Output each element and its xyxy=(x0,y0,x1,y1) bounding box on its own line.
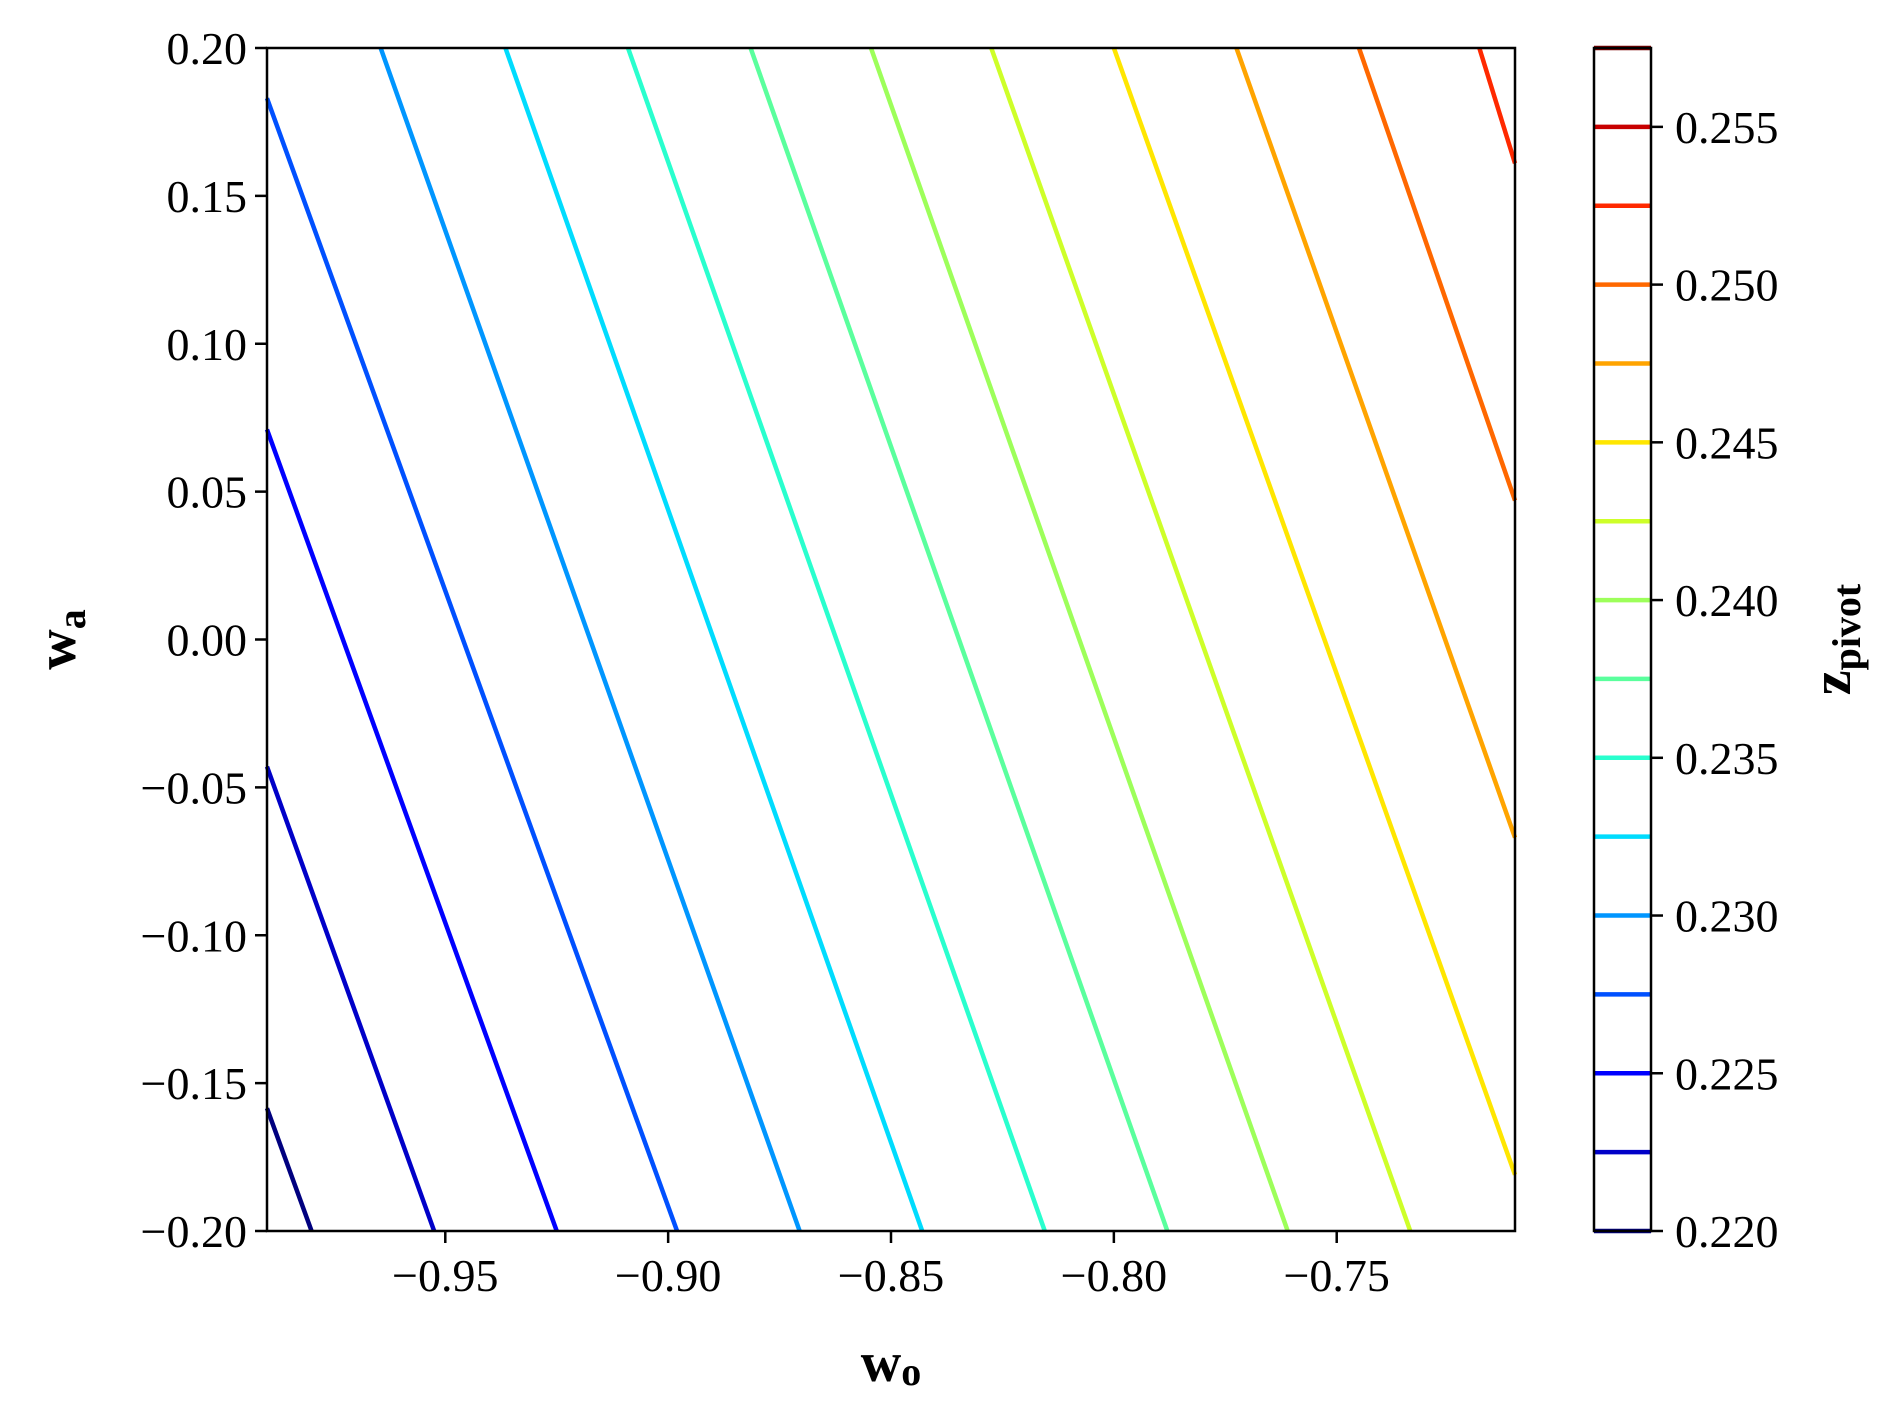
contour-lines xyxy=(264,47,1518,1232)
contour-line-13 xyxy=(1477,47,1518,165)
colorbar-tick-label: 0.245 xyxy=(1675,417,1779,468)
y-tick-label: 0.15 xyxy=(167,171,248,222)
contour-line-5 xyxy=(503,47,925,1232)
colorbar: 0.255 0.250 0.245 0.240 0.235 0.230 0.225 0.220 xyxy=(1592,45,1779,1257)
x-tick-label: −0.90 xyxy=(615,1250,721,1301)
x-axis-title-sub: o xyxy=(901,1349,921,1394)
colorbar-tick-label: 0.230 xyxy=(1675,891,1779,942)
colorbar-title-sub: pivot xyxy=(1824,583,1869,670)
colorbar-frame xyxy=(1592,46,1653,1233)
colorbar-tick-label: 0.225 xyxy=(1675,1048,1779,1099)
colorbar-level-lines xyxy=(1594,45,1651,1234)
colorbar-tick-label: 0.220 xyxy=(1675,1206,1779,1257)
contour-line-8 xyxy=(868,47,1290,1232)
contour-line-7 xyxy=(748,47,1170,1232)
x-tick-label: −0.95 xyxy=(392,1250,498,1301)
contour-line-4 xyxy=(378,47,802,1232)
x-tick-label: −0.80 xyxy=(1061,1250,1167,1301)
x-axis-ticks: −0.95 −0.90 −0.85 −0.80 −0.75 xyxy=(392,1231,1390,1301)
contour-line-12 xyxy=(1356,47,1518,502)
y-tick-label: 0.00 xyxy=(167,615,248,666)
contour-line-9 xyxy=(989,47,1413,1232)
contour-line-3 xyxy=(264,97,680,1232)
x-axis-title-main: w xyxy=(861,1332,902,1394)
plot-frame xyxy=(265,46,1517,1233)
contour-line-0 xyxy=(264,1107,314,1232)
colorbar-tick-label: 0.255 xyxy=(1675,102,1779,153)
contour-line-10 xyxy=(1111,47,1518,1176)
x-tick-label: −0.75 xyxy=(1283,1250,1389,1301)
contour-line-1 xyxy=(264,765,437,1232)
colorbar-tick-label: 0.250 xyxy=(1675,260,1779,311)
colorbar-title-main: z xyxy=(1801,670,1863,695)
y-tick-label: −0.10 xyxy=(141,910,247,961)
y-axis-ticks: 0.20 0.15 0.10 0.05 0.00 −0.05 −0.10 −0.15 −0.20 xyxy=(141,23,267,1257)
colorbar-ticks: 0.255 0.250 0.245 0.240 0.235 0.230 0.225 0.220 xyxy=(1651,102,1779,1257)
colorbar-tick-label: 0.240 xyxy=(1675,575,1779,626)
y-tick-label: 0.10 xyxy=(167,319,248,370)
contour-line-11 xyxy=(1234,47,1518,839)
x-tick-label: −0.85 xyxy=(838,1250,944,1301)
colorbar-title: zpivot xyxy=(1801,583,1869,695)
contour-line-6 xyxy=(625,47,1047,1232)
x-axis-title: wo xyxy=(861,1332,921,1394)
y-tick-label: −0.20 xyxy=(141,1206,247,1257)
contour-line-2 xyxy=(264,428,559,1232)
y-axis-title-sub: a xyxy=(49,609,94,629)
y-tick-label: 0.05 xyxy=(167,467,248,518)
y-tick-label: −0.15 xyxy=(141,1058,247,1109)
y-tick-label: −0.05 xyxy=(141,762,247,813)
y-tick-label: 0.20 xyxy=(167,23,248,74)
y-axis-title-main: w xyxy=(26,629,88,670)
colorbar-tick-label: 0.235 xyxy=(1675,733,1779,784)
y-axis-title: wa xyxy=(26,609,94,669)
